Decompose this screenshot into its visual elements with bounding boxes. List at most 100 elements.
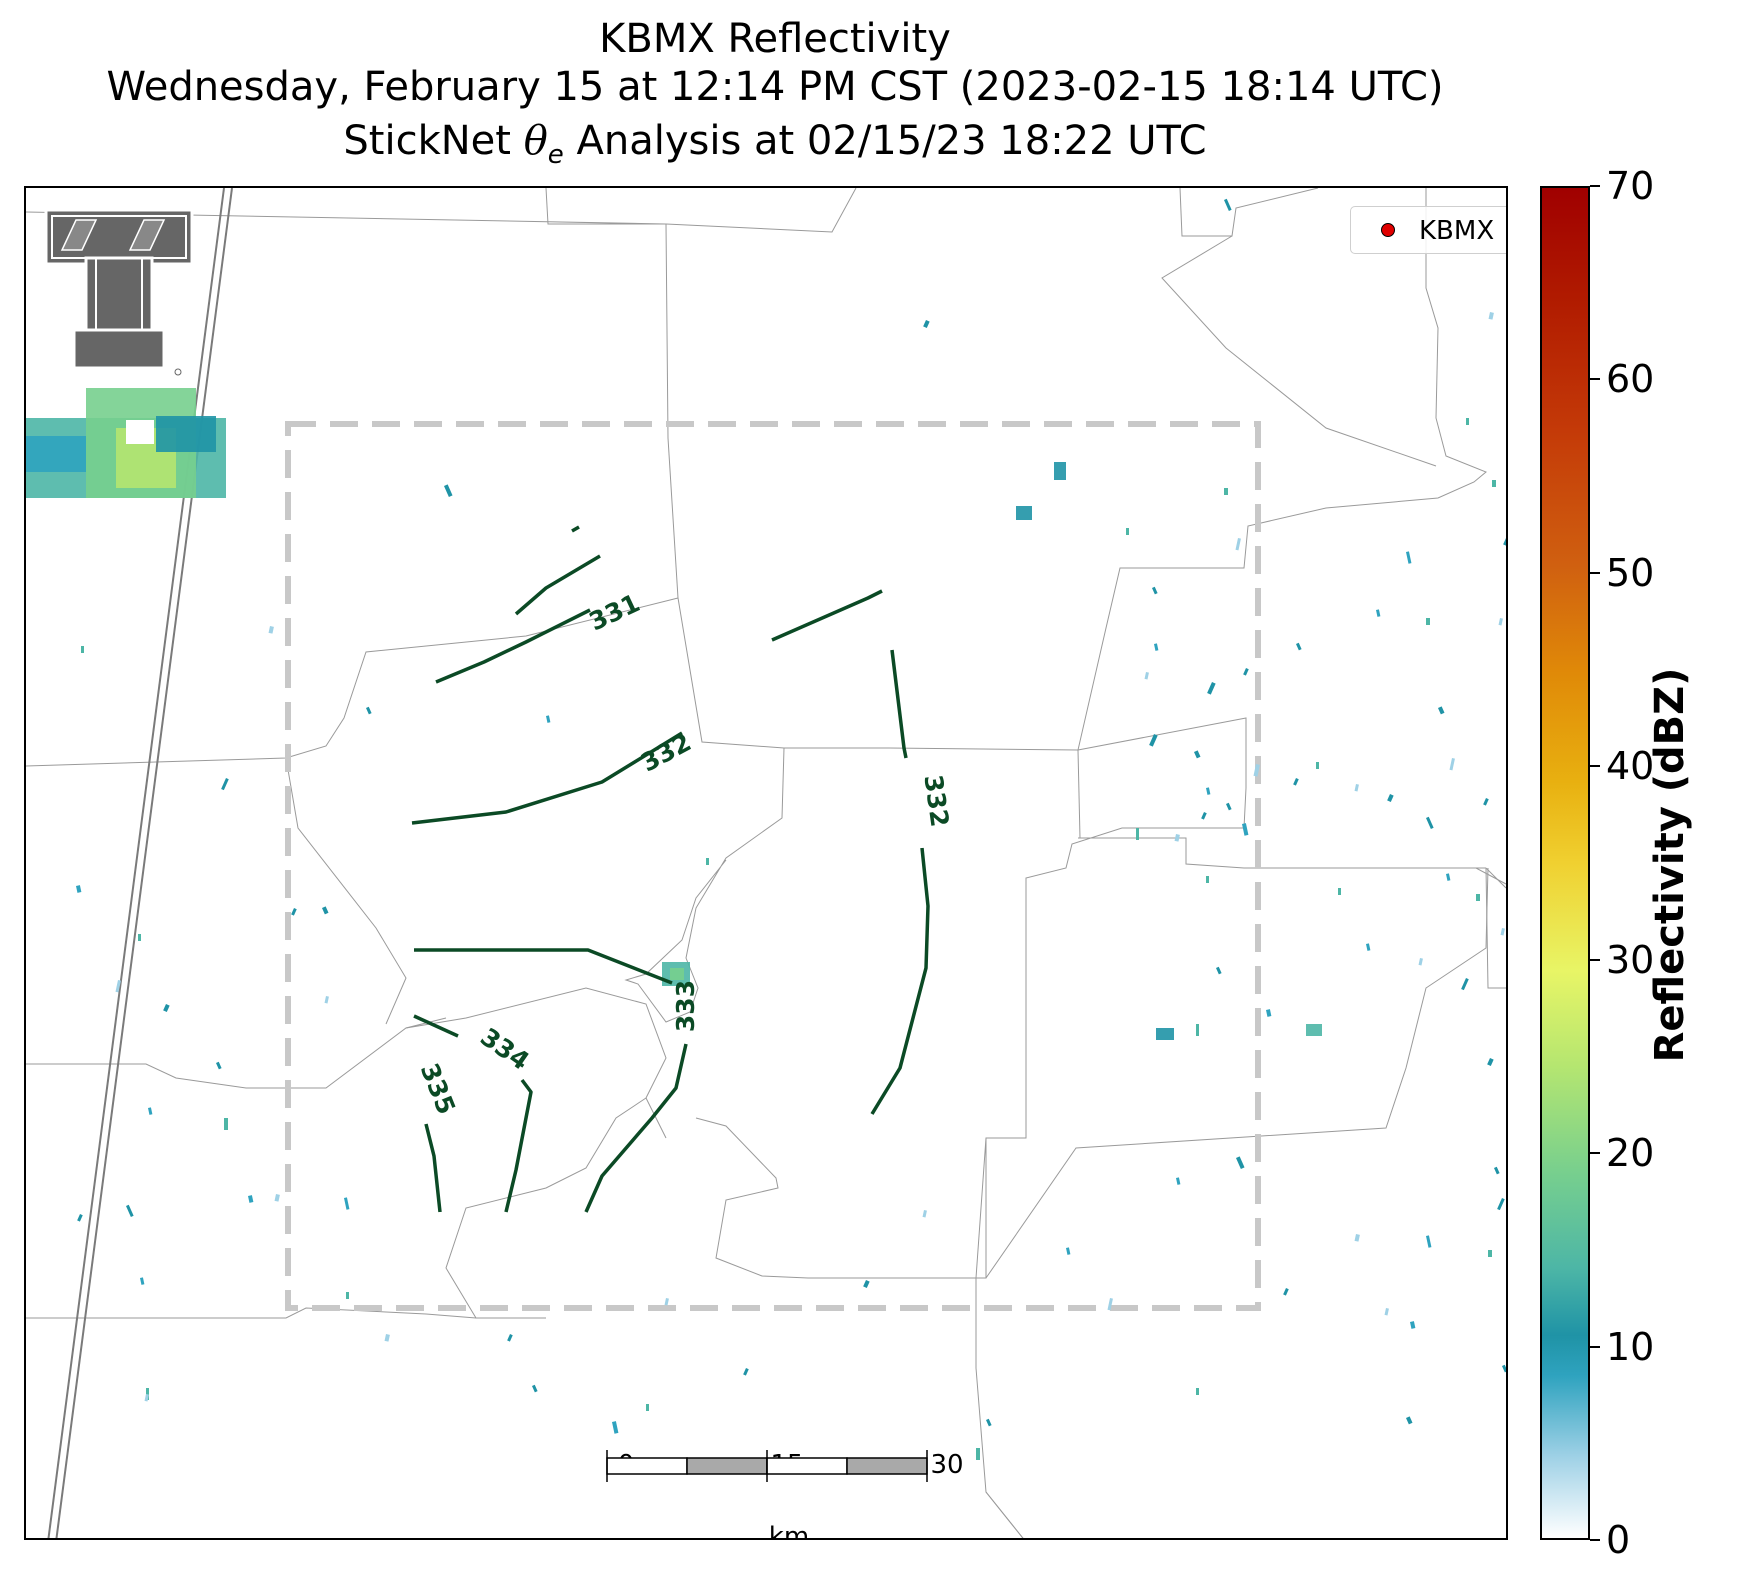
contour-331-stub	[571, 525, 580, 533]
contour-332-north-a	[771, 589, 883, 642]
echo-speck	[221, 778, 229, 791]
echo-speck	[1365, 943, 1371, 951]
map-legend: KBMX	[1350, 206, 1506, 254]
county-line	[1078, 837, 1506, 885]
echo-speck	[77, 1214, 83, 1222]
echo-speck	[1426, 816, 1434, 829]
echo-cluster	[1306, 1024, 1322, 1036]
echo-speck	[138, 934, 141, 941]
echo-speck	[1492, 480, 1496, 487]
county-line	[1077, 749, 1081, 839]
echo-speck	[1506, 846, 1508, 854]
county-line	[26, 597, 679, 767]
echo-gap	[126, 420, 154, 444]
echo-speck	[1488, 312, 1494, 320]
echo-speck	[1446, 873, 1451, 881]
echo-speck	[1236, 1156, 1245, 1169]
echo-speck	[706, 858, 709, 865]
county-line	[1179, 188, 1319, 237]
contour-label-333: 333	[671, 980, 700, 1032]
county-line	[405, 987, 667, 1139]
echo-speck	[1224, 198, 1232, 211]
echo-speck	[274, 1194, 280, 1202]
echo-speck	[1384, 1308, 1389, 1316]
echo-speck	[224, 1118, 228, 1130]
echo-cluster	[1156, 1028, 1174, 1040]
reflectivity-echoes	[26, 198, 1508, 1460]
scale-bar: 0 15 30 km	[606, 1450, 966, 1538]
colorbar-tick-label: 0	[1606, 1518, 1631, 1562]
colorbar-tick-mark	[1590, 958, 1600, 961]
echo-speck	[532, 1384, 538, 1393]
contour-334-a	[413, 1014, 459, 1038]
echo-speck	[1410, 1321, 1416, 1329]
echo-speck	[1498, 618, 1503, 626]
echo-speck	[1466, 418, 1469, 425]
echo-speck	[1201, 811, 1207, 820]
contour-333-a	[414, 948, 673, 985]
contour-label-335: 335	[415, 1059, 461, 1118]
colorbar-tick-label: 30	[1606, 937, 1655, 982]
echo-speck	[1497, 1198, 1505, 1211]
colorbar-tick-mark	[1590, 765, 1600, 768]
echo-speck	[1176, 1177, 1181, 1185]
echo-speck	[863, 1280, 870, 1289]
echo-speck	[1506, 707, 1508, 719]
echo-speck	[1206, 787, 1211, 795]
contour-label-334: 334	[475, 1022, 534, 1076]
contour-332-east-a	[890, 649, 908, 759]
echo-speck	[1406, 551, 1412, 564]
echo-speck	[507, 1334, 513, 1342]
echo-speck	[144, 1394, 149, 1402]
contour-331-b	[435, 608, 591, 684]
echo-speck	[612, 1421, 619, 1434]
echo-speck	[1206, 876, 1209, 883]
county-line	[445, 1097, 647, 1319]
echo-speck	[1196, 1388, 1199, 1395]
contour-332-east-b	[870, 847, 930, 1115]
echo-speck	[1253, 764, 1260, 777]
echo-speck	[1293, 778, 1299, 786]
echo-speck	[343, 1197, 350, 1210]
echo-speck	[76, 885, 82, 893]
colorbar-tick-label: 40	[1606, 744, 1655, 789]
echo-speck	[1387, 794, 1394, 803]
echo-speck	[1194, 750, 1201, 759]
echo-speck	[291, 907, 297, 916]
echo-speck	[545, 715, 551, 723]
range-ring	[55, 188, 233, 1538]
county-line	[695, 717, 1247, 1279]
echo-speck	[115, 980, 121, 993]
county-boundaries	[26, 188, 1506, 1538]
echo-speck	[1338, 888, 1341, 895]
echo-speck	[148, 1107, 153, 1115]
echo-speck	[1224, 488, 1228, 495]
map-panel[interactable]: 331 332 332 333 334 335 KBMX 0 15 30	[24, 186, 1508, 1540]
echo-cluster	[670, 968, 684, 980]
echo-speck	[1354, 1234, 1360, 1242]
echo-speck	[646, 1404, 649, 1411]
county-line	[1485, 867, 1506, 989]
colorbar-tick-label: 10	[1606, 1324, 1655, 1369]
colorbar-tick-mark	[1590, 1345, 1600, 1348]
contour-334-b	[504, 1078, 533, 1213]
colorbar-tick-mark	[1590, 1539, 1600, 1541]
echo-speck	[976, 1448, 980, 1460]
colorbar-tick-label: 60	[1606, 357, 1655, 402]
colorbar-tick-label: 70	[1606, 164, 1655, 208]
county-line	[985, 1491, 1024, 1538]
county-line	[545, 188, 857, 233]
echo-speck	[322, 906, 329, 915]
echo-speck	[126, 1204, 134, 1217]
echo-speck	[346, 1292, 349, 1299]
echo-speck	[1107, 1298, 1113, 1311]
colorbar-tick-mark	[1590, 571, 1600, 574]
echo-speck	[1449, 757, 1455, 771]
echo-speck	[1226, 802, 1232, 811]
echo-speck	[1406, 1416, 1413, 1425]
echo-speck	[1283, 1288, 1289, 1296]
contour-333-b	[584, 1043, 688, 1213]
echo-speck	[444, 484, 453, 497]
echo-speck	[1207, 682, 1216, 695]
county-line	[1161, 235, 1437, 467]
